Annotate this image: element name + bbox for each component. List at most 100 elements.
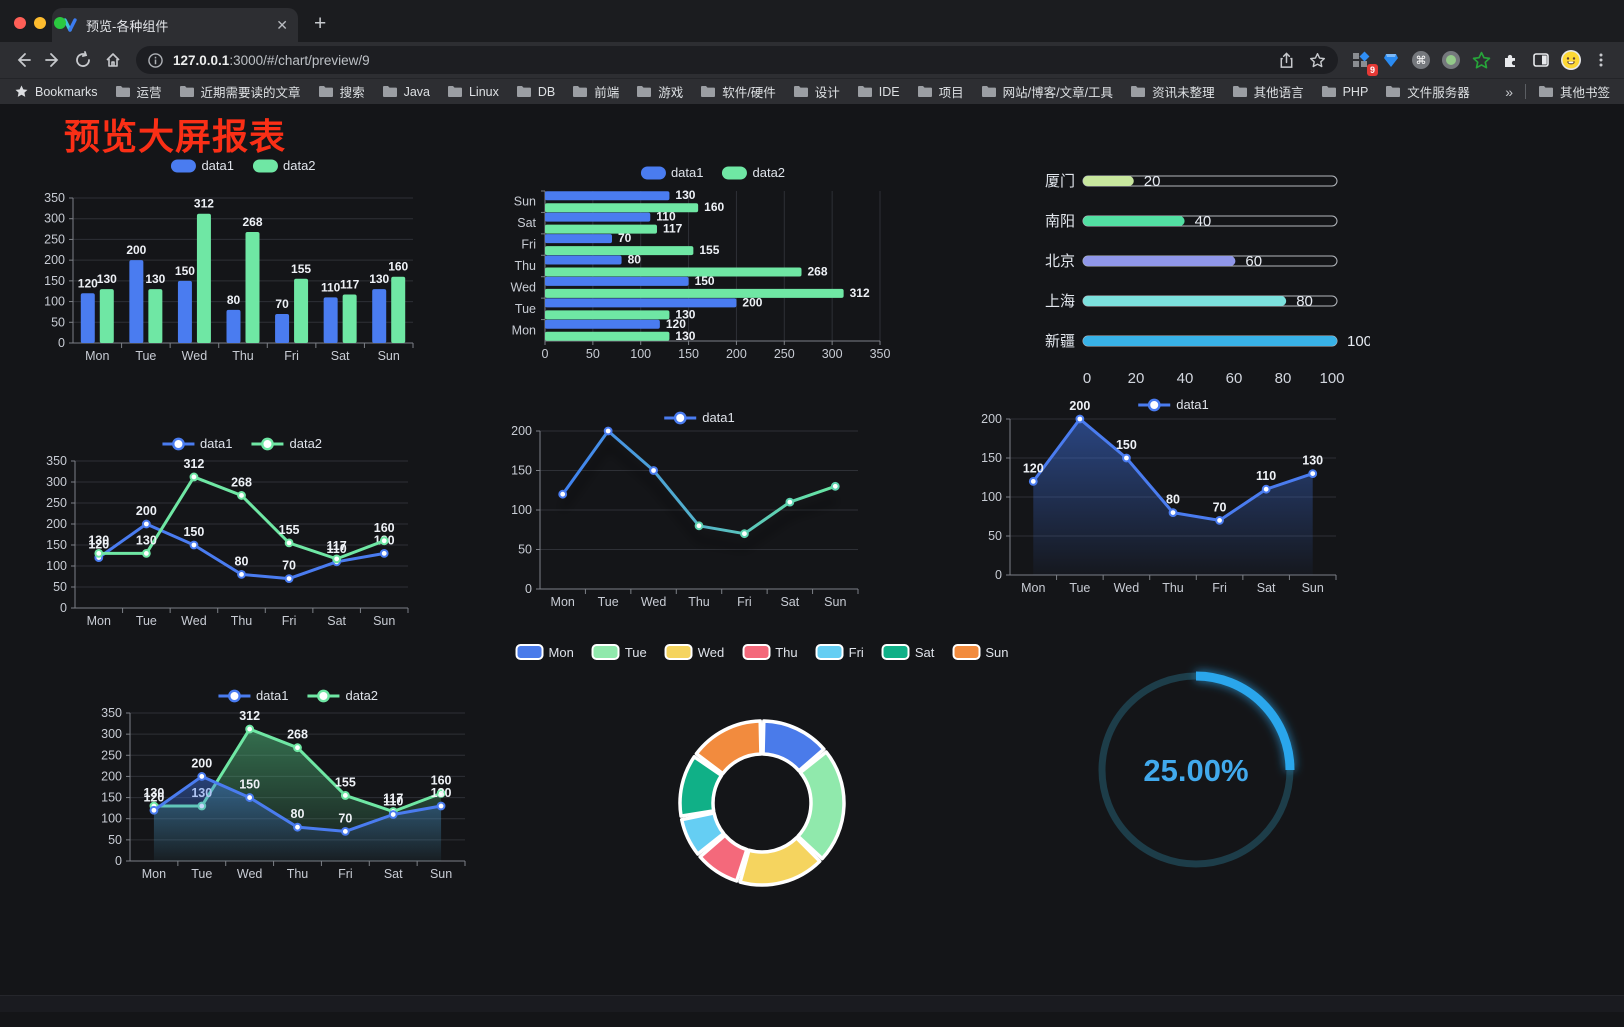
zoom-window-button[interactable] <box>54 17 66 29</box>
legend-item-data2[interactable]: data2 <box>252 158 316 173</box>
share-icon[interactable] <box>1278 51 1295 69</box>
legend-item-Tue[interactable]: Tue <box>591 644 647 660</box>
two-series-line-chart: 0 50 100 150 200 250 300 350 Mon Tue Wed Thu Fri Sat S… <box>45 426 420 640</box>
legend-item-data1[interactable]: data1 <box>161 436 233 451</box>
address-bar[interactable]: 127.0.0.1:3000/#/chart/preview/9 <box>136 46 1338 74</box>
folder-icon <box>447 86 462 97</box>
svg-text:50: 50 <box>51 315 65 329</box>
minimize-window-button[interactable] <box>34 17 46 29</box>
legend-item-data1[interactable]: data1 <box>170 158 234 173</box>
svg-text:250: 250 <box>774 347 795 361</box>
bookmark-folder[interactable]: 游戏 <box>636 82 683 101</box>
folder-icon <box>179 86 194 97</box>
folder-icon <box>1232 86 1247 97</box>
bookmark-star-icon[interactable] <box>1309 52 1326 69</box>
legend-item-Thu[interactable]: Thu <box>742 644 798 660</box>
bookmark-folder[interactable]: 其他语言 <box>1232 82 1304 101</box>
reload-button[interactable] <box>68 46 98 74</box>
forward-button[interactable] <box>38 46 68 74</box>
folder-icon <box>857 86 872 97</box>
extensions-puzzle-icon[interactable] <box>1496 46 1526 74</box>
bookmark-folder[interactable]: 资讯未整理 <box>1130 82 1215 101</box>
bookmark-folder[interactable]: Linux <box>447 85 499 99</box>
city-progress-chart: 厦门 20 南阳 40 北京 60 上海 80 新疆 100 0 20 40 60 80 100 <box>980 151 1372 396</box>
bookmark-folder[interactable]: 网站/博客/文章/工具 <box>981 82 1113 101</box>
bookmark-folder[interactable]: IDE <box>857 85 900 99</box>
legend-item-data2[interactable]: data2 <box>251 436 322 451</box>
legend-item-Sun[interactable]: Sun <box>952 644 1008 660</box>
home-button[interactable] <box>98 46 128 74</box>
donut-segment-Thu <box>698 833 749 883</box>
svg-text:0: 0 <box>60 601 67 615</box>
svg-text:Fri: Fri <box>338 867 353 881</box>
new-tab-button[interactable]: + <box>314 12 327 35</box>
line-chart-canvas: 0 50 100 150 200 250 300 350 Mon Tue Wed Thu Fri Sat S… <box>101 706 466 881</box>
svg-text:120: 120 <box>666 317 686 331</box>
bookmark-folder[interactable]: DB <box>516 85 555 99</box>
legend-item-Sat[interactable]: Sat <box>881 644 934 660</box>
bookmark-folder[interactable]: 前端 <box>572 82 619 101</box>
svg-text:80: 80 <box>1296 293 1313 310</box>
svg-text:130: 130 <box>97 272 117 286</box>
bookmark-folder[interactable]: 项目 <box>917 82 964 101</box>
svg-text:150: 150 <box>678 347 699 361</box>
extension-command-icon[interactable]: ⌘ <box>1406 46 1436 74</box>
back-button[interactable] <box>8 46 38 74</box>
svg-text:Wed: Wed <box>1114 581 1140 595</box>
svg-text:70: 70 <box>338 811 352 825</box>
legend-item-Fri[interactable]: Fri <box>815 644 864 660</box>
site-info-icon[interactable] <box>148 52 163 68</box>
bookmark-folder[interactable]: 运营 <box>115 82 162 101</box>
menu-kebab-icon[interactable] <box>1586 46 1616 74</box>
svg-text:350: 350 <box>870 347 891 361</box>
svg-text:130: 130 <box>88 533 109 547</box>
svg-text:100: 100 <box>511 503 532 517</box>
extension-badge: 9 <box>1366 64 1378 76</box>
extension-gem-icon[interactable] <box>1376 46 1406 74</box>
svg-text:Wed: Wed <box>641 595 667 609</box>
side-panel-icon[interactable] <box>1526 46 1556 74</box>
bookmarks-manager[interactable]: Bookmarks <box>14 84 98 99</box>
svg-text:Fri: Fri <box>1212 581 1227 595</box>
svg-text:120: 120 <box>88 538 109 552</box>
bookmark-folder[interactable]: Java <box>382 85 430 99</box>
svg-text:350: 350 <box>46 454 67 468</box>
svg-text:Tue: Tue <box>191 867 212 881</box>
extension-tabs-icon[interactable]: 9 <box>1346 46 1378 76</box>
folder-icon <box>1321 86 1336 97</box>
bookmark-folder[interactable]: 文件服务器 <box>1385 82 1470 101</box>
close-window-button[interactable] <box>14 17 26 29</box>
bookmark-folder[interactable]: 近期需要读的文章 <box>179 82 301 101</box>
svg-text:150: 150 <box>695 274 715 288</box>
legend-item-data1[interactable]: data1 <box>663 410 735 425</box>
tab-close-icon[interactable]: ✕ <box>276 17 288 33</box>
svg-text:Tue: Tue <box>136 614 157 628</box>
folder-icon <box>382 86 397 97</box>
bookmark-folder[interactable]: 设计 <box>793 82 840 101</box>
bookmark-folder[interactable]: 搜索 <box>318 82 365 101</box>
profile-avatar[interactable] <box>1556 46 1586 74</box>
two-series-area-chart: 0 50 100 150 200 250 300 350 Mon Tue Wed Thu Fri Sat S… <box>100 678 475 892</box>
svg-text:200: 200 <box>726 347 747 361</box>
extension-record-icon[interactable] <box>1436 46 1466 74</box>
legend-item-data2[interactable]: data2 <box>722 165 785 180</box>
svg-text:Tue: Tue <box>515 302 536 316</box>
legend-item-Mon[interactable]: Mon <box>515 644 574 660</box>
svg-text:Thu: Thu <box>232 349 254 363</box>
bookmark-folder[interactable]: PHP <box>1321 85 1368 99</box>
legend-item-data1[interactable]: data1 <box>640 165 704 180</box>
legend-item-data2[interactable]: data2 <box>307 688 378 703</box>
svg-text:70: 70 <box>618 231 632 245</box>
extension-green-star-icon[interactable] <box>1466 46 1496 74</box>
browser-tab[interactable]: 预览-各种组件 ✕ <box>52 8 298 42</box>
bookmarks-overflow-chevron[interactable]: » <box>1505 83 1513 100</box>
svg-text:0: 0 <box>1083 370 1091 387</box>
legend-item-data1[interactable]: data1 <box>1137 397 1209 412</box>
bookmark-folder[interactable]: 软件/硬件 <box>700 82 776 101</box>
other-bookmarks[interactable]: 其他书签 <box>1538 82 1610 101</box>
legend-item-Wed[interactable]: Wed <box>664 644 724 660</box>
svg-text:120: 120 <box>78 276 98 290</box>
legend-item-data1[interactable]: data1 <box>217 688 289 703</box>
gauge-chart-canvas: 25.00% <box>1098 671 1295 868</box>
svg-text:Mon: Mon <box>512 323 536 337</box>
